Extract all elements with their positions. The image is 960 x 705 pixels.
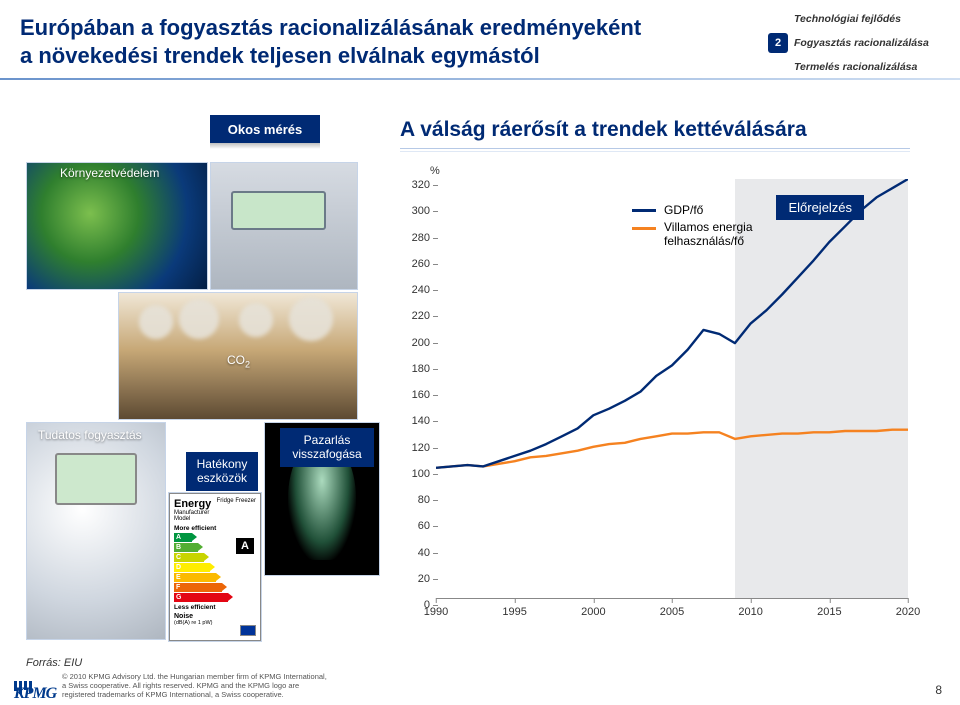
legend-swatch <box>632 209 656 212</box>
y-tick: 240 <box>390 284 430 296</box>
label-co2: CO2 <box>227 353 250 369</box>
legend-label: GDP/fő <box>664 203 703 217</box>
photo-plug <box>26 422 166 640</box>
eu-flag-icon <box>240 625 256 636</box>
slide-title: Európában a fogyasztás racionalizálásána… <box>20 14 760 69</box>
y-tick: 300 <box>390 205 430 217</box>
source-credit: Forrás: EIU <box>26 657 82 669</box>
y-tick: 220 <box>390 310 430 322</box>
energy-arrow: G <box>174 593 228 602</box>
forecast-label: Előrejelzés <box>776 195 864 220</box>
y-tick: 40 <box>390 547 430 559</box>
y-tick: 20 <box>390 573 430 585</box>
y-tick: 120 <box>390 442 430 454</box>
stage-label: Termelés racionalizálása <box>794 61 917 73</box>
y-tick: 160 <box>390 389 430 401</box>
line-chart: % GDP/fő Villamos energia felhasználás/f… <box>382 167 938 635</box>
y-tick: 320 <box>390 179 430 191</box>
photo-meter <box>210 162 358 290</box>
photo-energylabel: Energy Manufacturer Model Fridge Freezer… <box>168 492 262 642</box>
y-tick: 80 <box>390 494 430 506</box>
y-axis-unit: % <box>430 165 440 177</box>
y-tick: 260 <box>390 258 430 270</box>
x-tick: 1990 <box>424 606 448 618</box>
x-tick: 2015 <box>817 606 841 618</box>
title-line-2: a növekedési trendek teljesen elválnak e… <box>20 43 540 68</box>
energy-arrow: F <box>174 583 222 592</box>
energy-arrow: C <box>174 553 204 562</box>
legend-label: Villamos energia felhasználás/fő <box>664 221 753 249</box>
stage-list: Technológiai fejlődés 2 Fogyasztás racio… <box>768 8 944 80</box>
stage-item: Termelés racionalizálása <box>768 56 944 78</box>
energy-label-card: Energy Manufacturer Model Fridge Freezer… <box>169 493 261 641</box>
stage-num <box>768 57 788 77</box>
energy-arrow: B <box>174 543 198 552</box>
x-tick: 2005 <box>660 606 684 618</box>
y-tick: 140 <box>390 415 430 427</box>
energy-grade-badge: A <box>236 538 254 554</box>
plot-area: GDP/fő Villamos energia felhasználás/fő … <box>436 179 908 599</box>
legend-swatch <box>632 227 656 230</box>
y-tick: 60 <box>390 520 430 532</box>
label-hatekony: Hatékony eszközök <box>186 452 258 491</box>
energy-arrow: D <box>174 563 210 572</box>
label-kornyezet: Környezetvédelem <box>60 166 159 180</box>
y-tick: 200 <box>390 337 430 349</box>
x-tick: 2010 <box>738 606 762 618</box>
photo-kornyezet <box>26 162 208 290</box>
page-number: 8 <box>935 683 942 697</box>
y-tick: 100 <box>390 468 430 480</box>
title-line-1: Európában a fogyasztás racionalizálásána… <box>20 15 641 40</box>
stage-num: 2 <box>768 33 788 53</box>
photo-co2: CO2 <box>118 292 358 420</box>
energy-arrow: E <box>174 573 216 582</box>
label-tudatos: Tudatos fogyasztás <box>38 428 142 442</box>
chart-title: A válság ráerősít a trendek kettéválásár… <box>400 118 807 142</box>
legend-item: GDP/fő <box>632 203 753 217</box>
stage-label: Technológiai fejlődés <box>794 13 901 25</box>
stage-label: Fogyasztás racionalizálása <box>794 37 929 49</box>
stage-item: 2 Fogyasztás racionalizálása <box>768 32 944 54</box>
x-tick: 2000 <box>581 606 605 618</box>
y-tick: 180 <box>390 363 430 375</box>
y-tick: 280 <box>390 232 430 244</box>
stage-item: Technológiai fejlődés <box>768 8 944 30</box>
kpmg-logo: KPMG <box>14 683 58 701</box>
chart-legend: GDP/fő Villamos energia felhasználás/fő <box>632 203 753 253</box>
okos-meres-badge: Okos mérés <box>210 115 320 143</box>
x-tick: 2020 <box>896 606 920 618</box>
chart-title-underline <box>400 148 910 149</box>
energy-arrow: A <box>174 533 192 542</box>
x-tick: 1995 <box>502 606 526 618</box>
copyright-text: © 2010 KPMG Advisory Ltd. the Hungarian … <box>62 672 482 699</box>
stage-num <box>768 9 788 29</box>
legend-item: Villamos energia felhasználás/fő <box>632 221 753 249</box>
label-pazarlas: Pazarlás visszafogása <box>280 428 374 467</box>
